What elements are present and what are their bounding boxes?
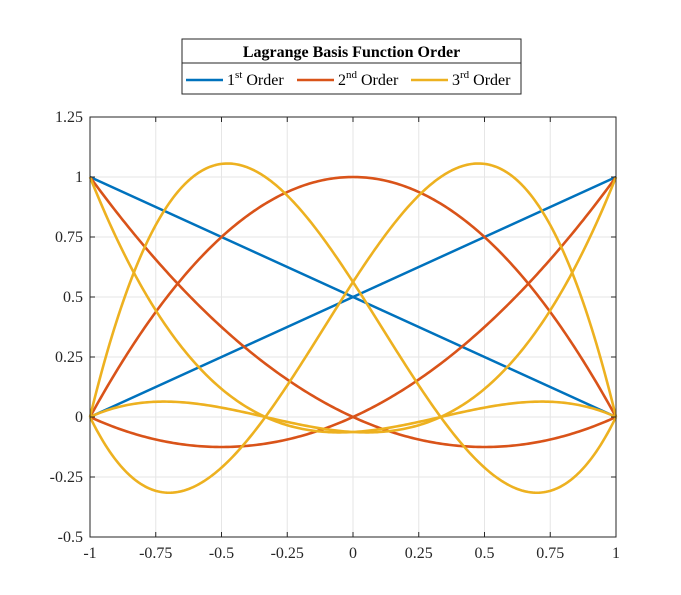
series-3-basis-3-line: [88, 162, 618, 495]
legend-title: Lagrange Basis Function Order: [243, 44, 460, 61]
y-tick-label: 0.25: [55, 349, 83, 366]
legend-label-3rd-order: 3rd Order: [452, 69, 511, 89]
y-tick-label: 0.75: [55, 229, 83, 246]
legend-label-1st-order: 1st Order: [227, 69, 284, 89]
x-tick-labels: -1 -0.75 -0.5 -0.25 0 0.25 0.5 0.75 1: [83, 545, 620, 562]
y-tick-labels: -0.5 -0.25 0 0.25 0.5 0.75 1 1.25: [50, 109, 83, 546]
y-tick-label: 1.25: [55, 109, 83, 126]
y-tick-label: -0.5: [58, 529, 83, 546]
y-tick-label: 0: [75, 409, 83, 426]
x-tick-label: -1: [83, 545, 96, 562]
y-tick-label: 0.5: [63, 289, 83, 306]
x-tick-label: -0.75: [139, 545, 172, 562]
y-tick-label: -0.25: [50, 469, 83, 486]
tick-marks: [89, 116, 617, 538]
x-tick-label: 0.75: [536, 545, 564, 562]
series-3-basis-4-line: [89, 176, 618, 434]
legend-box: [181, 38, 522, 95]
x-tick-label: 1: [612, 545, 620, 562]
x-tick-label: 0.5: [475, 545, 495, 562]
y-tick-label: 1: [75, 169, 83, 186]
series-1-basis-2-line: [89, 175, 617, 419]
x-tick-label: -0.25: [271, 545, 304, 562]
series-2-basis-3-line: [89, 176, 618, 449]
x-tick-label: 0: [349, 545, 357, 562]
legend: Lagrange Basis Function Order 1st Order …: [181, 38, 522, 95]
x-tick-label: 0.25: [405, 545, 433, 562]
plot-lines: [88, 162, 618, 495]
x-tick-label: -0.5: [209, 545, 234, 562]
legend-label-2nd-order: 2nd Order: [338, 69, 399, 89]
